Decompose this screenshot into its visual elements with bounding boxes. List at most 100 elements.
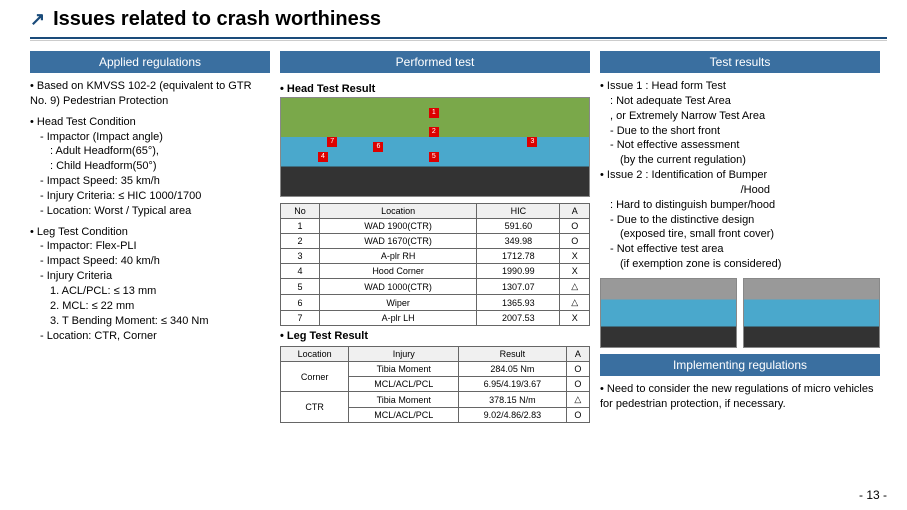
applied-body: • Based on KMVSS 102-2 (equivalent to GT…	[30, 79, 270, 349]
col-applied: Applied regulations • Based on KMVSS 102…	[30, 51, 270, 423]
head-table: NoLocationHICA 1WAD 1900(CTR)591.60O2WAD…	[280, 203, 590, 326]
table-cell: 1307.07	[477, 279, 560, 295]
head-cond-title: • Head Test Condition	[30, 116, 136, 128]
marker-icon: 4	[318, 152, 328, 162]
table-cell: △	[560, 279, 590, 295]
page-title: Issues related to crash worthiness	[53, 8, 381, 31]
table-header: Injury	[349, 347, 459, 362]
hc2: : Child Headform(50°)	[30, 159, 270, 174]
divider-light	[30, 40, 887, 41]
table-cell: O	[566, 362, 589, 377]
table-cell: 3	[281, 249, 320, 264]
table-row: CornerTibia Moment284.05 NmO	[281, 362, 590, 377]
table-cell: 9.02/4.86/2.83	[459, 408, 566, 423]
hc1: : Adult Headform(65°),	[30, 144, 270, 159]
is2: , or Extremely Narrow Test Area	[600, 109, 880, 124]
marker-icon: 2	[429, 127, 439, 137]
leg-cond-title: • Leg Test Condition	[30, 226, 128, 238]
table-cell: O	[560, 234, 590, 249]
leg-result-label: • Leg Test Result	[280, 330, 590, 342]
table-cell: A-plr LH	[319, 311, 476, 326]
hc0: - Impactor (Impact angle)	[30, 130, 270, 145]
table-row: 5WAD 1000(CTR)1307.07△	[281, 279, 590, 295]
lc4: 2. MCL: ≤ 22 mm	[30, 299, 270, 314]
head-result-label: • Head Test Result	[280, 83, 590, 95]
table-cell: 378.15 N/m	[459, 392, 566, 408]
table-row: 6Wiper1365.93△	[281, 295, 590, 311]
vehicle-photo-1	[600, 278, 737, 348]
table-header: HIC	[477, 204, 560, 219]
result-photos	[600, 278, 880, 348]
table-header: A	[566, 347, 589, 362]
table-cell: O	[566, 408, 589, 423]
lc2: - Injury Criteria	[30, 269, 270, 284]
table-header: No	[281, 204, 320, 219]
is12: (if exemption zone is considered)	[600, 257, 880, 272]
table-cell: 5	[281, 279, 320, 295]
col-performed: Performed test • Head Test Result 1 2 3 …	[280, 51, 590, 423]
head-test-photo: 1 2 3 4 5 6 7	[280, 97, 590, 197]
table-cell: 7	[281, 311, 320, 326]
hc5: - Location: Worst / Typical area	[30, 204, 270, 219]
lc0: - Impactor: Flex-PLI	[30, 239, 270, 254]
table-cell: 349.98	[477, 234, 560, 249]
hc3: - Impact Speed: 35 km/h	[30, 174, 270, 189]
marker-icon: 3	[527, 137, 537, 147]
arrow-icon: ↗	[30, 9, 45, 30]
table-cell: Corner	[281, 362, 349, 392]
lc6: - Location: CTR, Corner	[30, 329, 270, 344]
table-cell: 1365.93	[477, 295, 560, 311]
table-header: Location	[319, 204, 476, 219]
table-cell: 1990.99	[477, 264, 560, 279]
table-cell: △	[560, 295, 590, 311]
table-cell: WAD 1000(CTR)	[319, 279, 476, 295]
table-cell: △	[566, 392, 589, 408]
is1: : Not adequate Test Area	[600, 94, 880, 109]
is10: (exposed tire, small front cover)	[600, 227, 880, 242]
table-cell: Tibia Moment	[349, 362, 459, 377]
table-cell: 2	[281, 234, 320, 249]
table-cell: WAD 1670(CTR)	[319, 234, 476, 249]
table-cell: X	[560, 264, 590, 279]
table-row: 7A-plr LH2007.53X	[281, 311, 590, 326]
marker-icon: 6	[373, 142, 383, 152]
lc3: 1. ACL/PCL: ≤ 13 mm	[30, 284, 270, 299]
is6: • Issue 2 : Identification of Bumper	[600, 169, 767, 181]
table-cell: 6	[281, 295, 320, 311]
table-cell: WAD 1900(CTR)	[319, 219, 476, 234]
divider-dark	[30, 37, 887, 39]
vehicle-photo-2	[743, 278, 880, 348]
is7: /Hood	[600, 184, 770, 196]
col-results: Test results • Issue 1 : Head form Test …	[600, 51, 880, 423]
col-head-results: Test results	[600, 51, 880, 73]
impl-text: • Need to consider the new regulations o…	[600, 382, 880, 412]
table-row: 3A-plr RH1712.78X	[281, 249, 590, 264]
columns: Applied regulations • Based on KMVSS 102…	[0, 77, 907, 423]
table-cell: A-plr RH	[319, 249, 476, 264]
table-cell: X	[560, 249, 590, 264]
table-cell: 6.95/4.19/3.67	[459, 377, 566, 392]
table-header: Result	[459, 347, 566, 362]
is5: (by the current regulation)	[600, 153, 880, 168]
applied-basis: • Based on KMVSS 102-2 (equivalent to GT…	[30, 79, 270, 109]
is4: - Not effective assessment	[600, 138, 880, 153]
results-body: • Issue 1 : Head form Test : Not adequat…	[600, 79, 880, 272]
table-cell: 1	[281, 219, 320, 234]
table-cell: X	[560, 311, 590, 326]
table-cell: CTR	[281, 392, 349, 423]
col-head-applied: Applied regulations	[30, 51, 270, 73]
table-row: 1WAD 1900(CTR)591.60O	[281, 219, 590, 234]
table-cell: Wiper	[319, 295, 476, 311]
table-cell: Tibia Moment	[349, 392, 459, 408]
page-number: - 13 -	[859, 488, 887, 502]
is9: - Due to the distinctive design	[600, 213, 880, 228]
table-cell: 2007.53	[477, 311, 560, 326]
lc1: - Impact Speed: 40 km/h	[30, 254, 270, 269]
title-bar: ↗ Issues related to crash worthiness	[0, 0, 907, 37]
lc5: 3. T Bending Moment: ≤ 340 Nm	[30, 314, 270, 329]
table-cell: 591.60	[477, 219, 560, 234]
is3: - Due to the short front	[600, 124, 880, 139]
marker-icon: 5	[429, 152, 439, 162]
table-cell: Hood Corner	[319, 264, 476, 279]
is8: : Hard to distinguish bumper/hood	[600, 198, 880, 213]
